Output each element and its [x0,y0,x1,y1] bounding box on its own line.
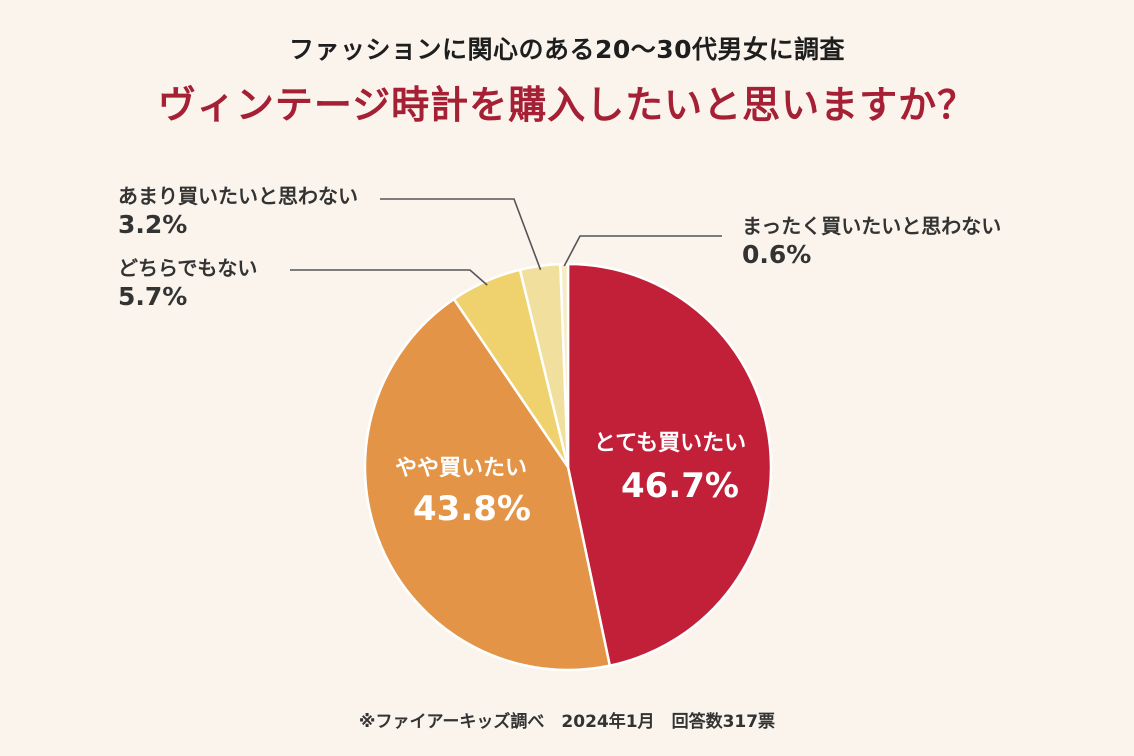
leader-line-never [563,235,722,267]
slice-label-very-much: とても買いたい [594,431,746,456]
slice-label-never: まったく買いたいと思わない [742,214,1002,238]
slice-value-never: 0.6% [742,240,812,269]
slice-label-somewhat: やや買いたい [395,456,527,481]
leader-line-neutral [290,269,488,286]
slice-label-neutral: どちらでもない [118,256,258,280]
slice-very-much [566,262,773,667]
slice-value-neutral: 5.7% [118,282,188,311]
slice-somewhat [363,297,612,672]
slice-never [559,262,570,469]
chart-subtitle: ファッションに関心のある20〜30代男女に調査 [288,35,846,64]
label-slice-rarely: あまり買いたいと思わない 3.2% [118,184,358,240]
label-slice-never: まったく買いたいと思わない 0.6% [742,214,1001,270]
slice-value-very-much: 46.7% [621,466,739,506]
slice-label-rarely: あまり買いたいと思わない [118,184,358,208]
slice-value-rarely: 3.2% [118,210,188,239]
source-footnote: ※ファイアーキッズ調べ 2024年1月 回答数317票 [358,712,776,732]
chart-title: ヴィンテージ時計を購入したいと思いますか？ [157,83,977,127]
label-slice-neutral: どちらでもない 5.7% [118,256,257,312]
leader-line-rarely [380,198,542,271]
slice-value-somewhat: 43.8% [413,489,531,529]
